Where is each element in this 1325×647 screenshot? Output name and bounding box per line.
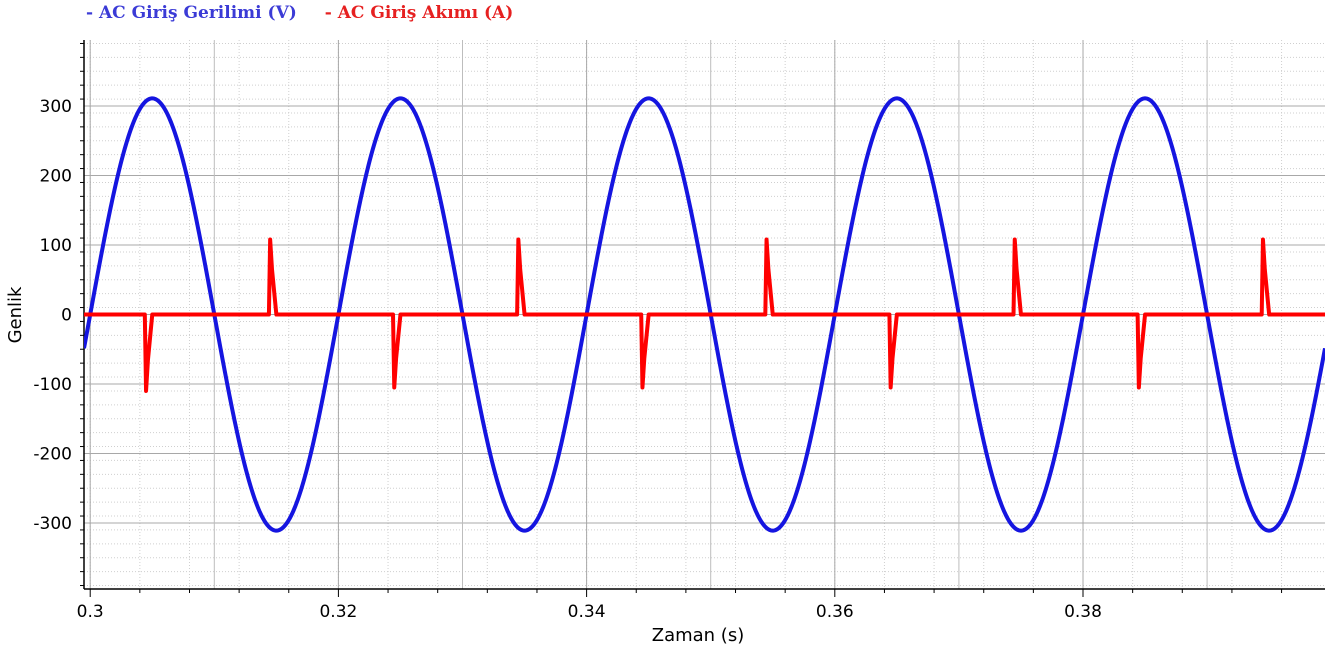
- x-tick-label: 0.32: [319, 602, 357, 622]
- chart-legend: - AC Giriş Gerilimi (V) - AC Giriş Akımı…: [86, 3, 535, 27]
- series-line-current: [84, 237, 1325, 393]
- plot-area: [84, 96, 1325, 533]
- y-tick-label: -200: [33, 444, 72, 464]
- y-tick-label: 0: [61, 306, 72, 326]
- x-tick-label: 0.36: [816, 602, 854, 622]
- y-axis-label: Genlik: [5, 286, 26, 343]
- x-tick-label: 0.34: [568, 602, 606, 622]
- x-tick-label: 0.38: [1064, 602, 1102, 622]
- x-tick-label: 0.3: [77, 602, 104, 622]
- x-axis-label: Zaman (s): [652, 625, 744, 646]
- legend-item-current: - AC Giriş Akımı (A): [324, 3, 514, 23]
- y-tick-label: 200: [40, 167, 72, 187]
- y-tick-label: -100: [33, 375, 72, 395]
- y-tick-label: 300: [40, 97, 72, 117]
- y-tick-label: 100: [40, 236, 72, 256]
- y-tick-label: -300: [33, 514, 72, 534]
- series-line-voltage: [84, 96, 1325, 533]
- tick-labels: 300 200 100 0 -100 -200 -300 0.3 0.32 0.34 0.36 0.3…: [33, 97, 1102, 622]
- legend-item-voltage: - AC Giriş Gerilimi (V): [86, 3, 297, 23]
